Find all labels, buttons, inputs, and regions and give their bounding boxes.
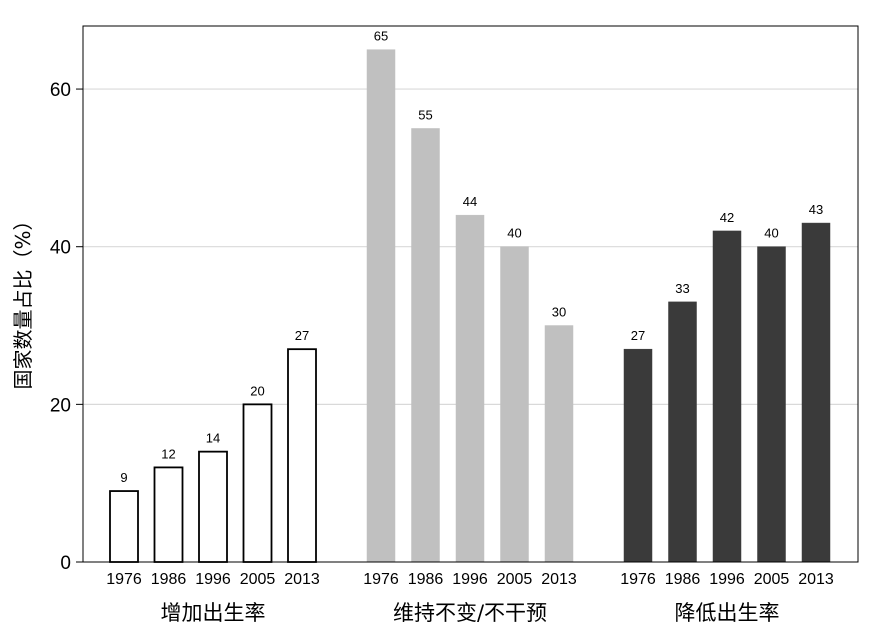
x-tick-label: 1986: [151, 571, 187, 588]
bar-value-label: 27: [631, 328, 645, 343]
bar-value-label: 43: [809, 202, 823, 217]
x-tick-label: 2013: [284, 571, 320, 588]
bar-value-label: 12: [161, 446, 175, 461]
bar: [109, 490, 139, 563]
bar-value-label: 33: [675, 281, 689, 296]
x-tick-label: 2013: [798, 571, 834, 588]
bars: 9 12 14 20 27 65 55 44 40 30 27 33 42 40 43: [109, 29, 831, 563]
x-tick-label: 1976: [106, 571, 142, 588]
bar: [411, 128, 440, 563]
group-label: 维持不变/不干预: [393, 601, 547, 625]
y-tick-label: 20: [50, 395, 71, 416]
x-tick-label: 1996: [195, 571, 231, 588]
bar: [366, 49, 396, 563]
bar-value-label: 40: [507, 226, 521, 241]
bar-value-label: 42: [720, 210, 734, 225]
group-label: 降低出生率: [675, 601, 780, 625]
bar-value-label: 20: [250, 383, 264, 398]
bar-value-label: 14: [206, 431, 220, 446]
x-tick-label: 1986: [665, 571, 701, 588]
group-label: 增加出生率: [161, 601, 266, 625]
x-tick-label: 1996: [709, 571, 745, 588]
bar-value-label: 40: [764, 226, 778, 241]
bar: [242, 403, 273, 563]
x-axis: 1976 1986 1996 2005 2013 增加出生率 1976 1986 1996 200…: [106, 571, 834, 625]
bar: [198, 450, 228, 563]
x-tick-label: 2013: [541, 571, 577, 588]
x-tick-label: 2005: [240, 571, 276, 588]
x-tick-label: 1986: [408, 571, 444, 588]
y-axis: 0 20 40 60: [50, 80, 83, 574]
bar: [623, 348, 653, 563]
bar: [153, 466, 184, 563]
x-tick-label: 1976: [363, 571, 399, 588]
bar: [544, 325, 574, 563]
bar: [500, 246, 529, 563]
bar: [455, 214, 485, 563]
x-tick-label: 2005: [497, 571, 533, 588]
y-axis-title: 国家数量占比（%）: [11, 210, 35, 389]
bar: [757, 246, 786, 563]
bar-value-label: 44: [463, 194, 477, 209]
bar-value-label: 65: [374, 29, 388, 44]
y-tick-label: 40: [50, 238, 71, 259]
y-tick-label: 0: [60, 553, 71, 574]
plot-frame: [82, 25, 859, 563]
x-tick-label: 1996: [452, 571, 488, 588]
bar: [668, 301, 697, 563]
bar: [712, 230, 742, 563]
bar-value-label: 55: [418, 107, 432, 122]
bar: [287, 348, 317, 563]
y-tick-label: 60: [50, 80, 71, 101]
bar-value-label: 9: [120, 470, 127, 485]
bar-value-label: 27: [295, 328, 309, 343]
x-tick-label: 1976: [620, 571, 656, 588]
bar: [801, 222, 831, 563]
x-tick-label: 2005: [754, 571, 790, 588]
bar-value-label: 30: [552, 305, 566, 320]
